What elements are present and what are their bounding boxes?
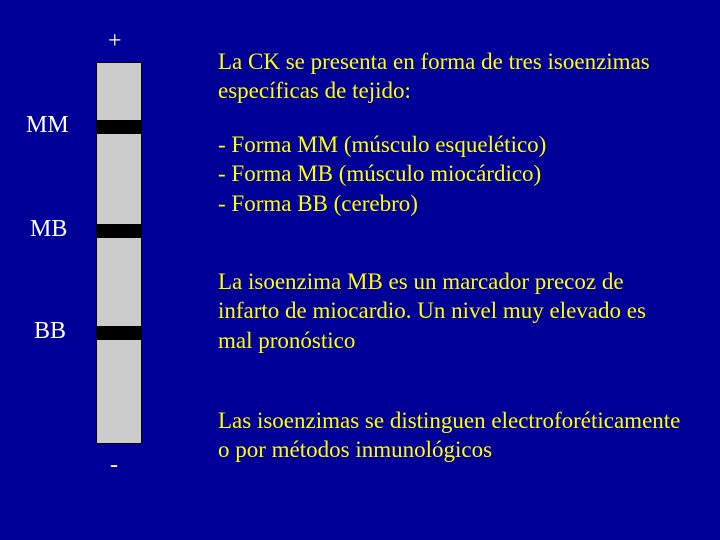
paragraph-forms-list: - Forma MM (músculo esquelético)- Forma … [218,130,684,218]
band-bb [96,326,142,340]
forms-list-item: - Forma BB (cerebro) [218,189,684,218]
band-label-mb: MB [30,216,67,243]
band-label-bb: BB [34,318,66,345]
forms-list-item: - Forma MM (músculo esquelético) [218,130,684,159]
band-mb [96,224,142,238]
band-mm [96,120,142,134]
band-label-mm: MM [26,112,69,139]
forms-list-item: - Forma MB (músculo miocárdico) [218,159,684,188]
paragraph-mb-marker: La isoenzima MB es un marcador precoz de… [218,267,684,355]
paragraph-methods: Las isoenzimas se distinguen electroforé… [218,406,684,465]
paragraph-intro: La CK se presenta en forma de tres isoen… [218,47,684,106]
slide: + - MM MB BB La CK se presenta en forma … [0,0,720,540]
